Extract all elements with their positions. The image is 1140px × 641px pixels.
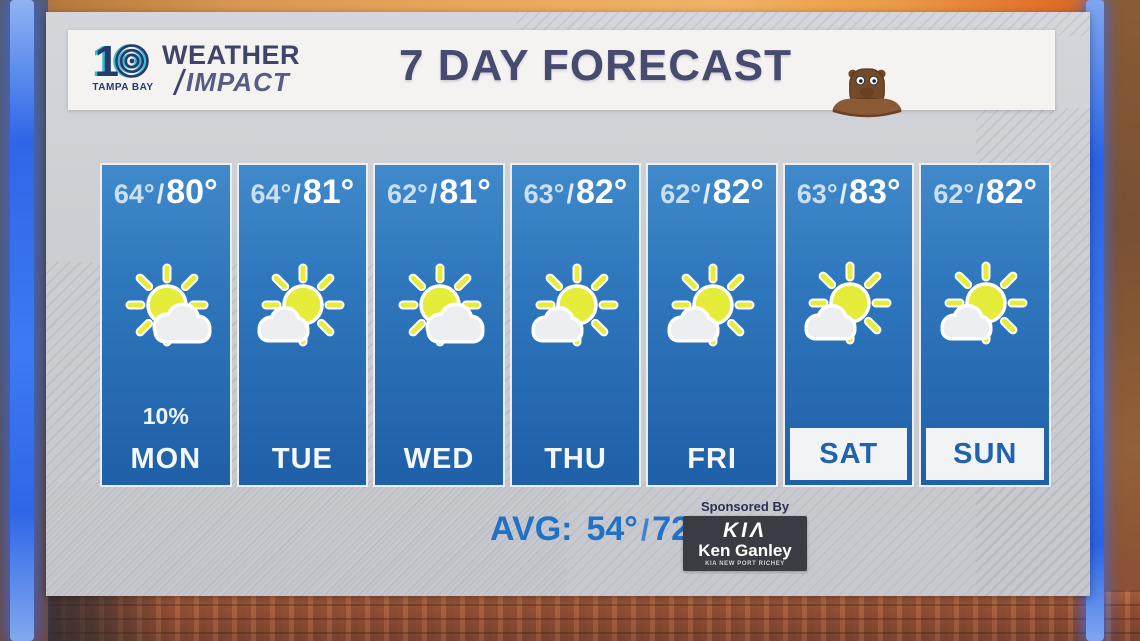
weather-icon-zone — [375, 223, 503, 403]
forecast-day-column-thu: 63°/82° — [509, 163, 642, 487]
svg-text:1: 1 — [92, 40, 116, 84]
day-name: MON — [130, 442, 202, 475]
cloud-icon — [667, 306, 720, 343]
day-temps: 63°/83° — [785, 165, 913, 223]
day-temps: 62°/81° — [375, 165, 503, 223]
weather-icon — [940, 261, 1028, 344]
precip-chance: 10% — [142, 403, 189, 429]
high-temp: 83° — [849, 173, 901, 211]
day-temps: 64°/81° — [239, 165, 367, 223]
temp-separator: / — [839, 179, 848, 209]
sponsor-subtitle: KIA NEW PORT RICHEY — [705, 560, 785, 567]
avg-label: AVG: — [490, 510, 573, 548]
temp-separator: / — [976, 179, 984, 209]
day-name: SAT — [819, 437, 879, 470]
day-temps: 63°/82° — [512, 165, 640, 223]
cloud-icon — [257, 306, 310, 343]
day-name: WED — [403, 442, 475, 475]
low-temp: 62° — [660, 179, 702, 209]
high-temp: 81° — [439, 173, 491, 211]
forecast-board: 1 1 TAMPA BAY WEATHER IMPACT — [46, 12, 1090, 596]
day-label-box: SAT — [789, 428, 908, 480]
avg-separator: / — [640, 514, 650, 547]
brand-slash-icon — [172, 69, 187, 95]
sponsor-block: Sponsored By KIΛ Ken Ganley KIA NEW PORT… — [683, 499, 807, 571]
temp-separator: / — [293, 179, 301, 209]
sponsor-name: Ken Ganley — [698, 541, 792, 560]
brand-wordmark: WEATHER IMPACT — [162, 42, 300, 95]
weather-icon-zone — [785, 223, 913, 398]
weather-icon — [125, 263, 212, 347]
circle-10-icon: 1 1 — [92, 40, 149, 84]
studio-wood-right — [1104, 0, 1140, 641]
forecast-day-column-fri: 62°/82° — [646, 163, 778, 487]
weather-icon-zone — [648, 223, 776, 403]
station-10-logo: 1 1 TAMPA BAY — [92, 40, 154, 93]
sponsored-by-label: Sponsored By — [700, 499, 790, 514]
forecast-day-column-mon: 64°/80° — [100, 163, 232, 487]
studio-brick-bottom — [36, 590, 1140, 641]
low-temp: 64° — [113, 179, 155, 209]
weather-icon — [257, 263, 345, 347]
groundhog-icon — [832, 68, 902, 118]
brand-impact-label: IMPACT — [186, 67, 290, 97]
day-label-box: TUE — [239, 433, 367, 485]
low-temp: 62° — [933, 179, 975, 209]
day-label-box: WED — [375, 433, 503, 485]
average-temps: AVG: 54° / 72° — [490, 510, 704, 549]
weather-icon-zone — [239, 223, 367, 403]
high-temp: 82° — [575, 173, 628, 211]
weather-icon-zone — [512, 223, 640, 403]
day-name: TUE — [271, 442, 333, 475]
weather-icon — [531, 263, 619, 347]
day-temps: 62°/82° — [921, 165, 1049, 223]
weather-icon — [804, 261, 892, 344]
cloud-icon — [425, 302, 485, 344]
day-label-box: FRI — [648, 433, 776, 485]
weather-icon — [398, 263, 485, 347]
temp-separator: / — [156, 179, 165, 209]
day-name: FRI — [687, 442, 737, 475]
temp-separator: / — [703, 179, 711, 209]
high-temp: 82° — [712, 173, 764, 211]
station-market-label: TAMPA BAY — [92, 82, 154, 93]
high-temp: 82° — [985, 173, 1038, 211]
temp-separator: / — [429, 179, 438, 209]
cloud-icon — [940, 303, 993, 340]
weather-icon — [667, 263, 755, 347]
day-name: SUN — [953, 437, 1018, 470]
forecast-day-column-sun: 62°/82° — [919, 163, 1052, 487]
high-temp: 80° — [166, 173, 218, 211]
low-temp: 64° — [250, 179, 292, 209]
low-temp: 62° — [387, 179, 428, 209]
cloud-icon — [152, 302, 212, 344]
cloud-icon — [804, 303, 857, 340]
day-label-box: THU — [512, 433, 640, 485]
studio-led-strip-left — [10, 0, 34, 641]
forecast-columns: 64°/80° — [100, 163, 1052, 487]
day-label-box: SUN — [926, 428, 1045, 480]
forecast-day-column-tue: 64°/81° — [236, 163, 369, 487]
weather-icon-zone — [921, 223, 1049, 398]
day-temps: 62°/82° — [648, 165, 776, 223]
page-title: 7 DAY FORECAST — [399, 41, 792, 90]
station-logo: 1 1 TAMPA BAY WEATHER IMPACT — [92, 40, 300, 95]
avg-low-temp: 54° — [586, 510, 638, 548]
header-bar: 1 1 TAMPA BAY WEATHER IMPACT — [68, 30, 1055, 118]
weather-icon-zone — [102, 223, 230, 403]
temp-separator: / — [566, 179, 574, 209]
brand-weather-label: WEATHER — [162, 40, 300, 70]
studio-led-strip-right — [1086, 0, 1104, 641]
sponsor-logo-box: KIΛ Ken Ganley KIA NEW PORT RICHEY — [683, 516, 807, 571]
day-name: THU — [544, 442, 607, 475]
low-temp: 63° — [796, 179, 838, 209]
forecast-day-column-sat: 63°/83° — [782, 163, 915, 487]
low-temp: 63° — [523, 179, 565, 209]
day-label-box: MON — [102, 433, 230, 485]
kia-logo: KIΛ — [722, 519, 767, 542]
cloud-icon — [531, 306, 584, 343]
forecast-day-column-wed: 62°/81° — [373, 163, 505, 487]
day-temps: 64°/80° — [102, 165, 230, 223]
high-temp: 81° — [302, 173, 355, 211]
